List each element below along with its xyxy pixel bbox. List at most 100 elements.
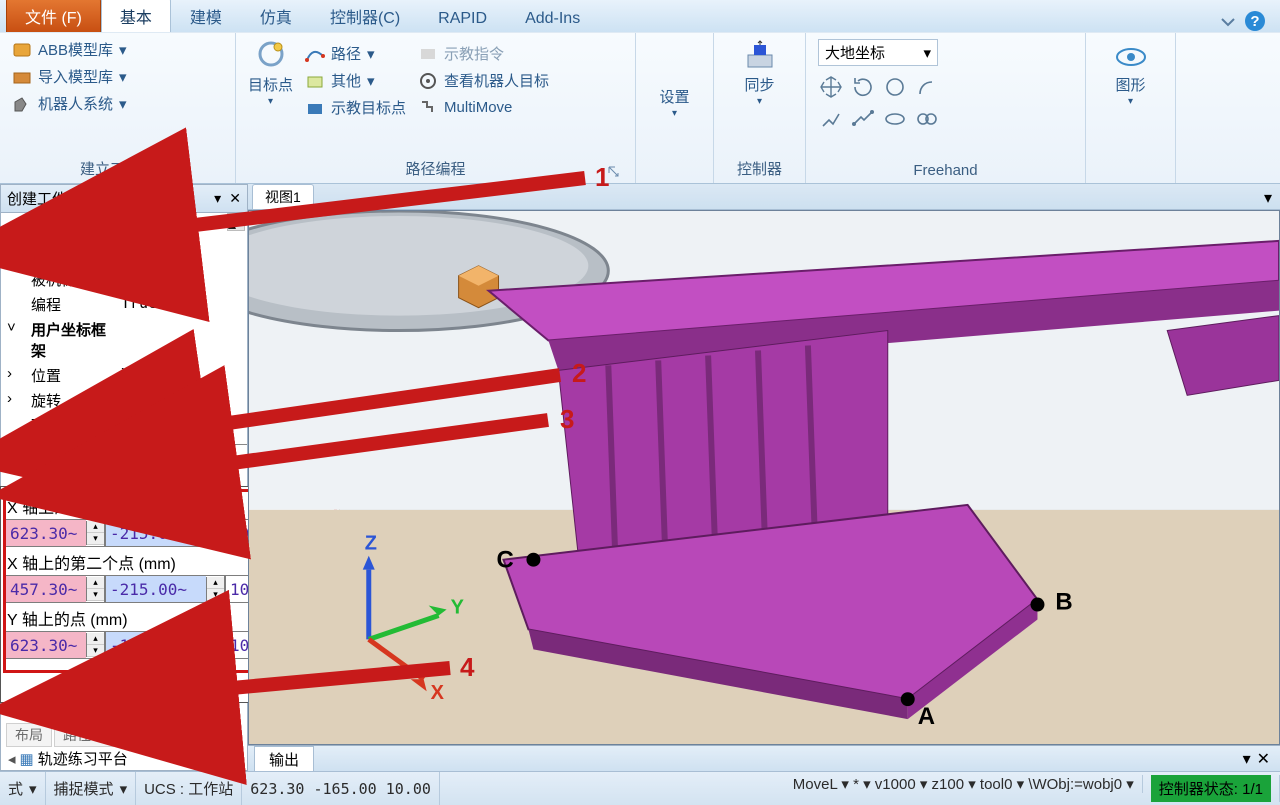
tree-item[interactable]: ◂ ▦ 轨迹练习平台: [8, 748, 128, 769]
p1-x-up[interactable]: ▴: [87, 521, 104, 533]
prop-name-val[interactable]: wobj_1: [121, 219, 175, 240]
prop-robot-val[interactable]: False: [121, 244, 166, 265]
freehand-joint-icon[interactable]: [818, 106, 844, 132]
tab-rapid[interactable]: RAPID: [419, 4, 506, 32]
coord-combo[interactable]: 大地坐标 ▾: [818, 39, 938, 66]
freehand-multi-icon[interactable]: [914, 106, 940, 132]
prop-name-key: 名称: [31, 219, 109, 240]
radio-position[interactable]: 位置: [9, 453, 67, 478]
status-mode[interactable]: 式▾: [0, 772, 46, 805]
app-window: 文件 (F) 基本 建模 仿真 控制器(C) RAPID Add-Ins ? A…: [0, 0, 1280, 805]
py-y-dn[interactable]: ▾: [207, 645, 224, 657]
svg-text:X: X: [431, 682, 445, 704]
group-freehand-title: Freehand: [818, 160, 1073, 181]
lower-tab-layout[interactable]: 布局: [6, 723, 52, 747]
p2-x-up[interactable]: ▴: [87, 577, 104, 589]
py-x-input[interactable]: [6, 632, 86, 658]
import-library-label: 导入模型库: [38, 66, 113, 87]
p1-x-dn[interactable]: ▾: [87, 533, 104, 545]
tab-file[interactable]: 文件 (F): [6, 0, 101, 32]
tab-simulation[interactable]: 仿真: [241, 0, 311, 32]
p2-y-input[interactable]: [106, 576, 206, 602]
py-y-up[interactable]: ▴: [207, 633, 224, 645]
p1-y-dn[interactable]: ▾: [207, 533, 224, 545]
panel-close-icon[interactable]: ✕: [229, 190, 241, 206]
prop-rot-val[interactable]: r Values.: [121, 390, 202, 411]
btn-settings[interactable]: 设置 ▾: [657, 39, 693, 119]
view-target-label: 查看机器人目标: [444, 70, 549, 91]
prop-frame-key[interactable]: 用户坐标框架: [31, 319, 109, 361]
accept-button[interactable]: Accept: [95, 665, 205, 694]
freehand-drag-icon[interactable]: [914, 74, 940, 100]
properties-list: 名称wobj_1 机器人False 被机械 编程True ˅用户坐标框架 ›位置…: [1, 213, 247, 438]
btn-teach-target[interactable]: 示教目标点: [305, 97, 406, 118]
tab-modeling[interactable]: 建模: [171, 0, 241, 32]
p2-x-dn[interactable]: ▾: [87, 589, 104, 601]
p2-y-dn[interactable]: ▾: [207, 589, 224, 601]
tab-addins[interactable]: Add-Ins: [506, 4, 599, 32]
radio-threepoint[interactable]: 三点: [89, 453, 147, 478]
panel-scroll-up-icon[interactable]: ▴: [227, 213, 245, 231]
panel-dropdown-icon[interactable]: ▾: [214, 190, 221, 206]
freehand-jog-icon[interactable]: [882, 74, 908, 100]
output-close-icon[interactable]: ✕: [1257, 749, 1270, 769]
target-label: 目标点: [248, 77, 293, 94]
btn-sync[interactable]: 同步 ▾: [742, 39, 778, 107]
lower-tab-mark[interactable]: 标记: [116, 723, 162, 747]
status-motion[interactable]: MoveL ▾ * ▾ v1000 ▾ z100 ▾ tool0 ▾ \WObj…: [785, 775, 1143, 793]
py-y-input[interactable]: [106, 632, 206, 658]
prop-prog-key: 编程: [31, 294, 109, 315]
btn-import-library[interactable]: 导入模型库 ▾: [12, 66, 127, 87]
p2-y-up[interactable]: ▴: [207, 577, 224, 589]
output-tab[interactable]: 输出: [254, 746, 314, 772]
freehand-rotate-icon[interactable]: [850, 74, 876, 100]
ribbon-group-path: 目标点 ▾ 路径▾ 其他▾ 示教目标点: [236, 33, 636, 183]
radio-threepoint-label: 三点: [113, 453, 147, 478]
prop-rot-key[interactable]: 旋转: [31, 390, 109, 411]
btn-target[interactable]: 目标点 ▾: [248, 39, 293, 107]
teach-instr-label: 示教指令: [444, 43, 504, 64]
group-path-title: 路径编程: [248, 156, 623, 181]
p1-y-up[interactable]: ▴: [207, 521, 224, 533]
help-icon[interactable]: ?: [1244, 10, 1266, 32]
svg-text:Z: Z: [365, 533, 377, 555]
btn-multimove[interactable]: MultiMove: [418, 97, 549, 117]
freehand-move-icon[interactable]: [818, 74, 844, 100]
btn-other[interactable]: 其他▾: [305, 70, 406, 91]
prop-pos-val[interactable]: X Values...: [121, 365, 220, 386]
viewport-tab-dropdown-icon[interactable]: ▾: [1264, 188, 1272, 208]
btn-view-robot-target[interactable]: 查看机器人目标: [418, 70, 549, 91]
prop-pos-key[interactable]: 位置: [31, 365, 109, 386]
status-snap[interactable]: 捕捉模式▾: [46, 772, 137, 805]
btn-graphics[interactable]: 图形 ▾: [1113, 39, 1149, 107]
other-label: 其他: [331, 70, 361, 91]
viewport-tabbar: 视图1 ▾: [248, 184, 1280, 210]
settings-label: 设置: [659, 89, 689, 106]
py-x-dn[interactable]: ▾: [87, 645, 104, 657]
btn-path[interactable]: 路径▾: [305, 43, 406, 64]
p1-y-input[interactable]: [106, 520, 206, 546]
prop-held-key: 被机械: [31, 269, 109, 290]
p2-x-input[interactable]: [6, 576, 86, 602]
viewport-3d[interactable]: A B C Z Y X: [248, 210, 1280, 745]
prop-pts-key[interactable]: 取点创: [31, 415, 109, 436]
output-dropdown-icon[interactable]: ▾: [1243, 749, 1251, 769]
sync-label: 同步: [744, 77, 774, 94]
btn-robot-system[interactable]: 机器人系统 ▾: [12, 93, 127, 114]
py-x-up[interactable]: ▴: [87, 633, 104, 645]
collapse-ribbon-icon[interactable]: [1220, 13, 1236, 29]
panel-title: 创建工件坐标: [7, 188, 97, 209]
group-controller-title: 控制器: [726, 156, 793, 181]
group-launcher-icon[interactable]: [607, 165, 621, 179]
freehand-reorient-icon[interactable]: [882, 106, 908, 132]
output-tabbar: 输出 ▾ ✕: [248, 745, 1280, 771]
tab-controller[interactable]: 控制器(C): [311, 0, 419, 32]
lower-tab-path[interactable]: 路径…: [54, 723, 114, 747]
btn-abb-library[interactable]: ABB模型库 ▾: [12, 39, 127, 60]
viewport-tab-1[interactable]: 视图1: [252, 184, 314, 209]
tab-basic[interactable]: 基本: [101, 0, 171, 32]
p1-x-input[interactable]: [6, 520, 86, 546]
radio-position-label: 位置: [33, 453, 67, 478]
prop-prog-val[interactable]: True: [121, 294, 157, 315]
freehand-linear-icon[interactable]: [850, 106, 876, 132]
